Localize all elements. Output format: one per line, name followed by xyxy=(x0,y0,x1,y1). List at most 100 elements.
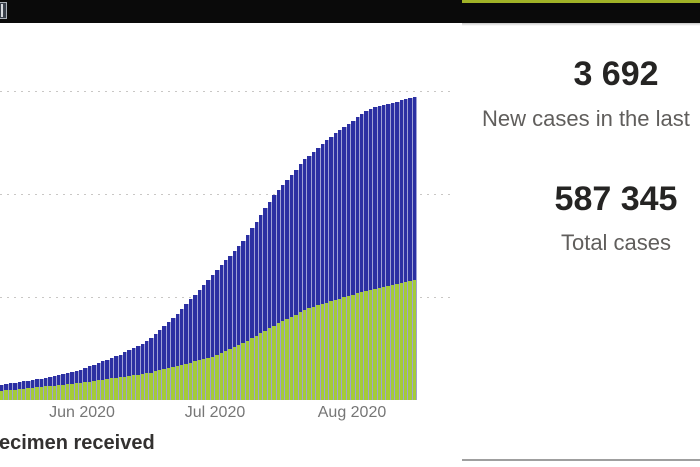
stacked-bar[interactable] xyxy=(408,98,413,400)
stacked-bar[interactable] xyxy=(188,299,194,400)
stacked-bar[interactable] xyxy=(219,265,224,400)
stacked-bar[interactable] xyxy=(333,133,339,400)
stacked-bar[interactable] xyxy=(193,294,198,400)
stacked-bar[interactable] xyxy=(162,326,167,400)
stacked-bar[interactable] xyxy=(26,380,31,400)
stacked-bar[interactable] xyxy=(381,105,387,400)
stacked-bar[interactable] xyxy=(351,120,356,400)
stacked-bar[interactable] xyxy=(197,289,202,400)
stacked-bar[interactable] xyxy=(79,369,84,400)
stacked-bar[interactable] xyxy=(294,169,299,400)
stacked-bar[interactable] xyxy=(8,383,14,400)
stacked-bar[interactable] xyxy=(0,384,5,400)
bars-layer[interactable] xyxy=(0,0,418,400)
stacked-bar[interactable] xyxy=(83,367,88,400)
stacked-bar[interactable] xyxy=(285,179,290,400)
stacked-bar[interactable] xyxy=(166,322,172,400)
stacked-bar[interactable] xyxy=(21,381,27,400)
stacked-bar[interactable] xyxy=(232,250,238,400)
stacked-bar[interactable] xyxy=(17,382,22,400)
stacked-bar[interactable] xyxy=(210,274,216,400)
stacked-bar[interactable] xyxy=(267,201,273,400)
stacked-bar[interactable] xyxy=(171,317,176,400)
bar-green-segment xyxy=(105,379,109,400)
stacked-bar[interactable] xyxy=(377,106,382,400)
stacked-bar[interactable] xyxy=(386,103,391,400)
stacked-bar[interactable] xyxy=(105,359,110,400)
stacked-bar[interactable] xyxy=(144,341,150,400)
stacked-bar[interactable] xyxy=(245,234,251,400)
stacked-bar[interactable] xyxy=(57,374,62,400)
stacked-bar[interactable] xyxy=(70,371,75,400)
bar-green-segment xyxy=(272,325,276,400)
stacked-bar[interactable] xyxy=(338,130,343,400)
stacked-bar[interactable] xyxy=(100,361,106,400)
stacked-bar[interactable] xyxy=(109,358,115,400)
stacked-bar[interactable] xyxy=(346,123,352,400)
bar-green-segment xyxy=(210,356,215,400)
stacked-bar[interactable] xyxy=(35,379,40,400)
stacked-bar[interactable] xyxy=(254,221,260,400)
stacked-bar[interactable] xyxy=(241,241,246,400)
stacked-bar[interactable] xyxy=(30,380,36,400)
stacked-bar[interactable] xyxy=(223,260,229,400)
stacked-bar[interactable] xyxy=(39,378,44,400)
stacked-bar[interactable] xyxy=(307,155,312,400)
stacked-bar[interactable] xyxy=(390,102,396,400)
bar-green-segment xyxy=(360,292,364,400)
stacked-bar[interactable] xyxy=(48,376,53,400)
stacked-bar[interactable] xyxy=(52,375,58,400)
stacked-bar[interactable] xyxy=(158,330,163,400)
stacked-bar[interactable] xyxy=(272,195,277,400)
stacked-bar[interactable] xyxy=(355,117,361,400)
stacked-bar[interactable] xyxy=(206,279,211,400)
stacked-bar[interactable] xyxy=(153,334,159,400)
stacked-bar[interactable] xyxy=(140,343,145,400)
stacked-bar[interactable] xyxy=(13,382,18,400)
stacked-bar[interactable] xyxy=(184,304,189,400)
stacked-bar[interactable] xyxy=(412,97,418,400)
stacked-bar[interactable] xyxy=(342,126,347,400)
stacked-bar[interactable] xyxy=(43,377,49,400)
stacked-bar[interactable] xyxy=(237,245,242,400)
stacked-bar[interactable] xyxy=(149,338,154,400)
stacked-bar[interactable] xyxy=(403,99,409,400)
stacked-bar[interactable] xyxy=(201,284,207,400)
stacked-bar[interactable] xyxy=(298,164,303,400)
stacked-bar[interactable] xyxy=(320,143,325,400)
stacked-bar[interactable] xyxy=(61,373,66,400)
stacked-bar[interactable] xyxy=(175,313,181,400)
stacked-bar[interactable] xyxy=(316,147,321,400)
stacked-bar[interactable] xyxy=(250,228,255,400)
stacked-bar[interactable] xyxy=(215,270,220,400)
stacked-bar[interactable] xyxy=(364,111,369,400)
stacked-bar[interactable] xyxy=(324,140,330,400)
stacked-bar[interactable] xyxy=(373,107,378,400)
stacked-bar[interactable] xyxy=(263,208,268,400)
stacked-bar[interactable] xyxy=(395,101,400,400)
stacked-bar[interactable] xyxy=(131,347,137,400)
stacked-bar[interactable] xyxy=(4,384,9,400)
stacked-bar[interactable] xyxy=(114,356,119,400)
stacked-bar[interactable] xyxy=(368,108,374,400)
stacked-bar[interactable] xyxy=(281,184,286,400)
stacked-bar[interactable] xyxy=(127,350,132,400)
stacked-bar[interactable] xyxy=(180,309,185,400)
stacked-bar[interactable] xyxy=(329,136,334,400)
stacked-bar[interactable] xyxy=(228,255,233,400)
stacked-bar[interactable] xyxy=(74,370,80,400)
stacked-bar[interactable] xyxy=(122,352,128,400)
stacked-bar[interactable] xyxy=(360,114,365,400)
stacked-bar[interactable] xyxy=(311,151,317,400)
stacked-bar[interactable] xyxy=(87,366,93,400)
stacked-bar[interactable] xyxy=(289,174,295,400)
stacked-bar[interactable] xyxy=(96,362,101,400)
stacked-bar[interactable] xyxy=(399,100,404,400)
stacked-bar[interactable] xyxy=(259,214,264,400)
stacked-bar[interactable] xyxy=(136,345,141,400)
stacked-bar[interactable] xyxy=(92,364,97,400)
stacked-bar[interactable] xyxy=(302,159,308,400)
stacked-bar[interactable] xyxy=(118,354,123,400)
stacked-bar[interactable] xyxy=(276,190,281,400)
stacked-bar[interactable] xyxy=(65,372,71,400)
